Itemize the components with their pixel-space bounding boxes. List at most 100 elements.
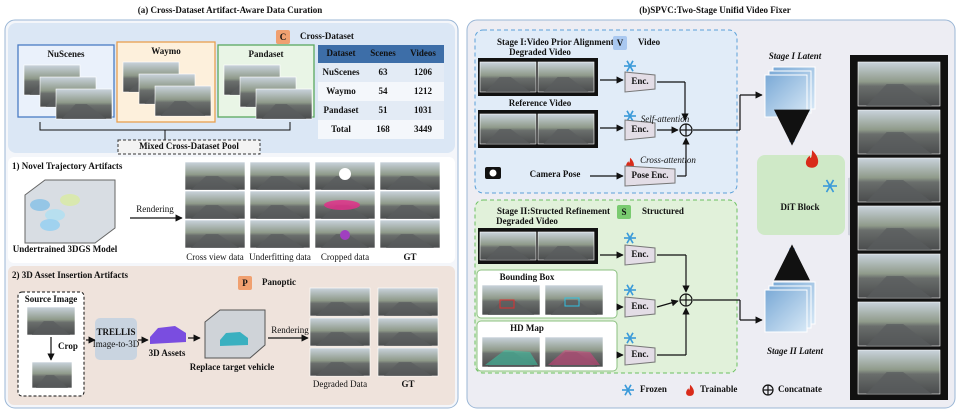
- label: DiT Block: [780, 202, 819, 212]
- table-cell: Pandaset: [323, 105, 358, 115]
- label: Cross view data: [186, 252, 244, 262]
- badge-letter: V: [617, 38, 624, 48]
- map-overlay: [485, 350, 538, 365]
- bbox: [564, 297, 580, 307]
- encoder: [624, 71, 656, 93]
- road: [866, 324, 932, 346]
- road: [866, 132, 932, 154]
- road: [191, 234, 239, 248]
- road: [384, 332, 432, 346]
- arrow: [656, 299, 679, 308]
- road: [866, 372, 932, 394]
- road: [191, 176, 239, 190]
- label: Rendering: [136, 204, 174, 214]
- map-overlay: [548, 350, 600, 365]
- road: [261, 104, 307, 119]
- table-row: [318, 101, 444, 120]
- car-asset: [220, 332, 248, 346]
- encoder-label: Enc.: [631, 301, 648, 311]
- road: [36, 375, 68, 388]
- road: [485, 129, 531, 144]
- table-cell: 51: [379, 105, 389, 115]
- table-header-cell: Dataset: [327, 48, 356, 58]
- label: HD Map: [510, 323, 544, 333]
- road: [543, 129, 589, 144]
- road: [485, 77, 531, 92]
- label: Video: [638, 37, 661, 47]
- label: Undertrained 3DGS Model: [13, 244, 118, 254]
- table-cell: 1031: [414, 105, 433, 115]
- arrow: [626, 332, 634, 344]
- road: [256, 176, 304, 190]
- latent: [764, 289, 808, 333]
- label: Stage II:Structed Refinement: [497, 206, 610, 216]
- badge: [276, 30, 290, 44]
- table-cell: 1212: [414, 86, 433, 96]
- gaussian: [40, 219, 60, 231]
- table-header: [318, 45, 444, 63]
- dataset-name: Waymo: [151, 46, 181, 56]
- road: [31, 321, 71, 335]
- dataset-name: NuScenes: [47, 49, 84, 59]
- label: Self-attention: [641, 114, 690, 124]
- encoder: [624, 165, 676, 187]
- encoder-label: Enc.: [631, 124, 648, 134]
- encoder-label: Enc.: [631, 349, 648, 359]
- label: Bounding Box: [500, 272, 555, 282]
- table-header-cell: Videos: [410, 48, 436, 58]
- artifact: [340, 230, 350, 240]
- encoder-label: Enc.: [631, 76, 648, 86]
- table-cell: 1206: [414, 67, 433, 77]
- table-cell: 168: [376, 124, 390, 134]
- road: [191, 205, 239, 219]
- encoder: [624, 296, 656, 318]
- badge: [238, 276, 252, 290]
- encoder-label: Pose Enc.: [632, 170, 669, 180]
- label: Rendering: [271, 325, 309, 335]
- bbox: [499, 299, 515, 309]
- arrow: [626, 110, 634, 122]
- legend-label: Trainable: [700, 384, 737, 394]
- brace: [39, 122, 291, 140]
- artifact: [339, 168, 351, 180]
- road: [550, 300, 598, 315]
- label: Image-to-3D: [93, 339, 140, 349]
- label: Crop: [58, 341, 78, 351]
- label: 3D Assets: [149, 348, 186, 358]
- road: [321, 234, 369, 248]
- badge: [617, 205, 631, 219]
- pool-box: [117, 139, 261, 155]
- table-row: [318, 63, 444, 82]
- arrow: [626, 284, 634, 296]
- road: [256, 205, 304, 219]
- label: Reference Video: [509, 98, 572, 108]
- badge-letter: C: [280, 32, 287, 42]
- legend-label: Frozen: [640, 384, 667, 394]
- table-cell: 54: [379, 86, 389, 96]
- label: Cropped data: [321, 252, 369, 262]
- car-asset: [150, 326, 186, 344]
- road: [316, 362, 364, 376]
- badge-letter: S: [621, 207, 626, 217]
- table-row: [318, 82, 444, 101]
- arrow: [825, 179, 835, 193]
- arrow: [626, 232, 634, 244]
- table-header-cell: Scenes: [370, 48, 396, 58]
- road: [316, 332, 364, 346]
- road: [256, 234, 304, 248]
- label: Degraded Video: [509, 47, 571, 57]
- road: [543, 77, 589, 92]
- encoder-label: Enc.: [631, 249, 648, 259]
- road: [543, 246, 589, 260]
- gaussian: [45, 209, 65, 221]
- label: Structured: [642, 206, 684, 216]
- road: [316, 302, 364, 316]
- road: [386, 205, 434, 219]
- arrow: [626, 60, 634, 72]
- label: Degraded Video: [496, 216, 558, 226]
- dit-block: [757, 155, 845, 235]
- encoder: [624, 344, 656, 366]
- gs-cube: [24, 179, 116, 244]
- gaussian: [30, 199, 50, 211]
- panel-title: (b)SPVC:Two-Stage Unifid Video Fixer: [639, 5, 791, 15]
